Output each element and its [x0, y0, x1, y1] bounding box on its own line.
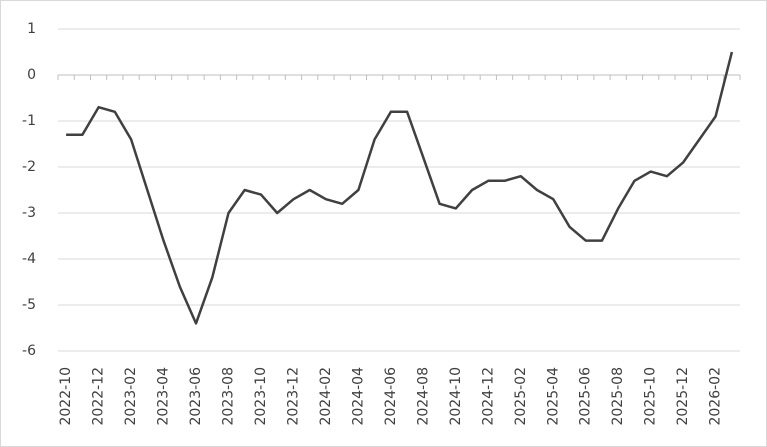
y-tick-label: -1	[22, 113, 36, 129]
x-tick-label: 2023-04	[156, 367, 172, 426]
y-tick-label: -4	[22, 251, 36, 267]
data-line	[66, 51, 734, 325]
x-tick-label: 2022-10	[58, 367, 74, 426]
x-tick-label: 2025-12	[675, 367, 691, 426]
x-tick-label: 2025-06	[578, 367, 594, 426]
x-tick-label: 2023-08	[221, 367, 237, 426]
y-tick-label: 1	[27, 21, 36, 37]
x-tick-label: 2024-04	[350, 367, 366, 426]
x-tick-label: 2026-02	[708, 367, 724, 426]
x-tick-label: 2024-12	[480, 367, 496, 426]
y-tick-label: -6	[22, 343, 36, 359]
x-tick-label: 2023-06	[188, 367, 204, 426]
x-tick-label: 2025-04	[545, 367, 561, 426]
x-tick-label: 2022-12	[91, 367, 107, 426]
x-tick-label: 2025-08	[610, 367, 626, 426]
x-tick-label: 2025-02	[513, 367, 529, 426]
x-tick-label: 2024-06	[383, 367, 399, 426]
y-tick-label: -5	[22, 297, 36, 313]
x-tick-label: 2024-10	[448, 367, 464, 426]
x-tick-label: 2023-12	[285, 367, 301, 426]
x-tick-label: 2024-08	[415, 367, 431, 426]
x-tick-label: 2024-02	[318, 367, 334, 426]
x-tick-label: 2023-02	[123, 367, 139, 426]
y-tick-label: -2	[22, 159, 36, 175]
y-tick-label: -3	[22, 205, 36, 221]
x-tick-label: 2025-10	[643, 367, 659, 426]
y-tick-label: 0	[27, 67, 36, 83]
x-tick-label: 2023-10	[253, 367, 269, 426]
